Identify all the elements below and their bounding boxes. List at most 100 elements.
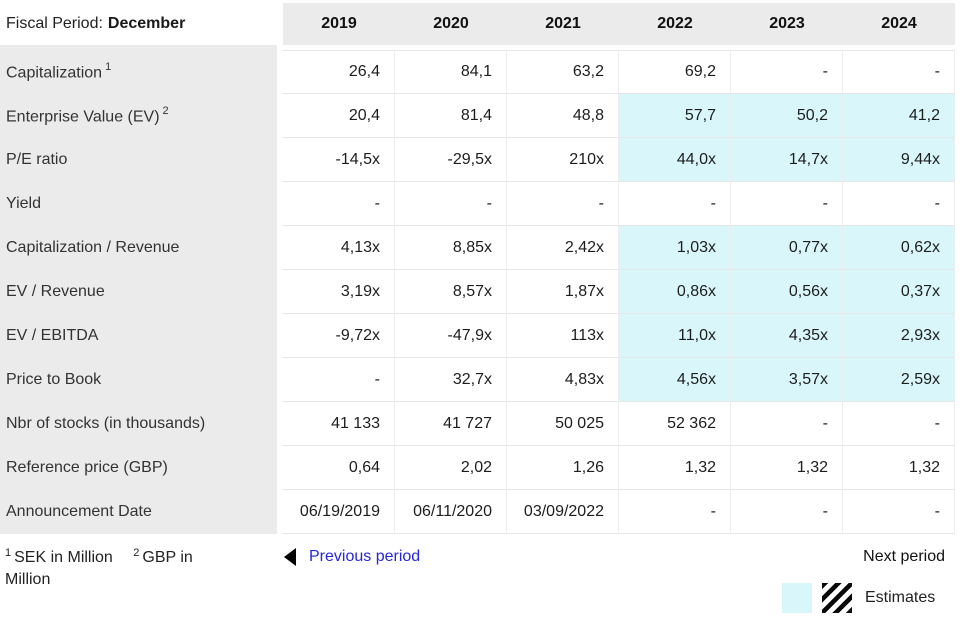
fiscal-period-value: December	[107, 15, 186, 32]
estimates-label: Estimates	[865, 589, 936, 606]
table-cell: 113x	[507, 314, 619, 358]
table-cell: 81,4	[395, 94, 507, 138]
row-label: Price to Book	[0, 358, 277, 402]
spacer	[277, 490, 283, 534]
previous-period-label: Previous period	[309, 548, 421, 565]
row-label-text: Price to Book	[6, 371, 102, 388]
row-label-text: Enterprise Value (EV)	[6, 108, 160, 126]
table-cell: -	[843, 490, 955, 534]
spacer	[277, 45, 283, 50]
table-cell: 20,4	[283, 94, 395, 138]
table-cell: 06/19/2019	[283, 490, 395, 534]
table-cell: 4,56x	[619, 358, 731, 402]
table-cell: 11,0x	[619, 314, 731, 358]
table-cell: 1,32	[731, 446, 843, 490]
spacer	[277, 3, 283, 45]
footnote-sek: 1 SEK in Million	[5, 547, 113, 566]
table-cell: 57,7	[619, 94, 731, 138]
next-period-link[interactable]: Next period	[863, 548, 945, 565]
table-cell: 50 025	[507, 402, 619, 446]
year-header: 2022	[619, 3, 731, 45]
spacer	[277, 50, 283, 94]
estimate-stripes-swatch	[822, 583, 852, 613]
row-label: EV / Revenue	[0, 270, 277, 314]
spacer	[277, 182, 283, 226]
table-cell: -14,5x	[283, 138, 395, 182]
table-cell: 2,02	[395, 446, 507, 490]
spacer	[507, 45, 619, 50]
table-cell: -	[731, 490, 843, 534]
table-cell: -29,5x	[395, 138, 507, 182]
row-label-text: Yield	[6, 195, 41, 212]
table-cell: 63,2	[507, 50, 619, 94]
table-cell: 1,26	[507, 446, 619, 490]
table-cell: 1,32	[843, 446, 955, 490]
table-cell: 14,7x	[731, 138, 843, 182]
spacer	[843, 45, 955, 50]
table-cell: -	[619, 182, 731, 226]
table-cell: -	[731, 182, 843, 226]
table-cell: -	[395, 182, 507, 226]
table-cell: 50,2	[731, 94, 843, 138]
table-cell: 26,4	[283, 50, 395, 94]
year-header: 2021	[507, 3, 619, 45]
year-header: 2019	[283, 3, 395, 45]
table-cell: 0,77x	[731, 226, 843, 270]
spacer	[277, 94, 283, 138]
spacer	[283, 45, 395, 50]
row-label-footnote-marker: 1	[105, 60, 112, 73]
table-cell: 4,13x	[283, 226, 395, 270]
table-cell: 41,2	[843, 94, 955, 138]
table-cell: 9,44x	[843, 138, 955, 182]
spacer	[277, 270, 283, 314]
spacer	[277, 226, 283, 270]
row-label-text: Reference price (GBP)	[6, 459, 168, 476]
table-cell: 03/09/2022	[507, 490, 619, 534]
year-header: 2023	[731, 3, 843, 45]
spacer	[0, 45, 277, 50]
table-cell: -	[843, 50, 955, 94]
row-label: Enterprise Value (EV) 2	[0, 94, 277, 138]
row-label-text: EV / EBITDA	[6, 327, 99, 344]
table-cell: 1,03x	[619, 226, 731, 270]
table-cell: 52 362	[619, 402, 731, 446]
footnote-sup: 1	[5, 547, 12, 559]
row-label-text: Capitalization	[6, 64, 103, 82]
table-cell: 0,64	[283, 446, 395, 490]
spacer	[277, 446, 283, 490]
row-label: Announcement Date	[0, 490, 277, 534]
table-cell: 0,56x	[731, 270, 843, 314]
row-label: Reference price (GBP)	[0, 446, 277, 490]
row-label: P/E ratio	[0, 138, 277, 182]
table-cell: 44,0x	[619, 138, 731, 182]
row-label-text: EV / Revenue	[6, 283, 105, 300]
row-label-footnote-marker: 2	[162, 104, 169, 117]
fiscal-period-label: Fiscal Period:	[6, 15, 103, 32]
table-cell: -	[843, 182, 955, 226]
spacer	[619, 45, 731, 50]
table-cell: 3,57x	[731, 358, 843, 402]
table-cell: 06/11/2020	[395, 490, 507, 534]
footnote-text: GBP in Million	[5, 549, 193, 588]
table-cell: -9,72x	[283, 314, 395, 358]
row-label-text: Nbr of stocks (in thousands)	[6, 415, 206, 432]
spacer	[277, 402, 283, 446]
table-cell: 3,19x	[283, 270, 395, 314]
table-cell: 2,42x	[507, 226, 619, 270]
year-header: 2020	[395, 3, 507, 45]
row-label-text: P/E ratio	[6, 151, 68, 168]
table-cell: -	[619, 490, 731, 534]
spacer	[395, 45, 507, 50]
row-label-text: Announcement Date	[6, 503, 152, 520]
estimate-color-swatch	[782, 583, 812, 613]
row-label: Capitalization 1	[0, 50, 277, 94]
table-cell: 1,87x	[507, 270, 619, 314]
table-cell: 0,62x	[843, 226, 955, 270]
previous-period-link[interactable]: Previous period	[284, 548, 420, 566]
table-cell: -	[843, 402, 955, 446]
table-cell: 41 727	[395, 402, 507, 446]
table-cell: -	[283, 182, 395, 226]
footnote-sup: 2	[133, 547, 140, 559]
row-label: Yield	[0, 182, 277, 226]
